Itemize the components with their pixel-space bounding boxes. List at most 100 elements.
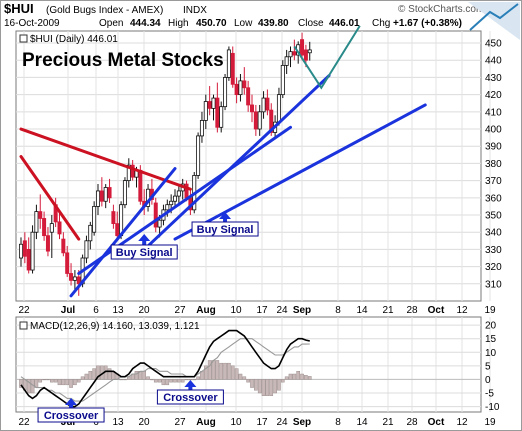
macd-histogram-bar	[211, 360, 216, 380]
price-y-tick: 420	[485, 90, 502, 101]
price-y-tick: 340	[485, 228, 502, 239]
x-tick-top: 13	[112, 305, 124, 316]
candle-body	[103, 187, 108, 202]
x-tick-top: 28	[406, 305, 418, 316]
price-grid	[16, 31, 491, 301]
high-value: 450.70	[196, 18, 227, 29]
candle-body	[45, 235, 50, 252]
candle-body	[215, 97, 220, 128]
macd-histogram-bar	[188, 379, 193, 381]
macd-histogram-bar	[107, 368, 112, 380]
price-y-axis: 310 320 330 340 350 360 370 380 390 400 410 420 430 4…	[485, 39, 502, 291]
stockcharts-logo	[468, 2, 520, 40]
trendline-projection	[293, 25, 361, 90]
x-tick-top: 24	[276, 305, 288, 316]
macd-histogram-bar	[246, 379, 250, 383]
candle-body	[238, 80, 243, 96]
price-y-tick: 410	[485, 107, 502, 118]
trendline-layer	[19, 25, 427, 298]
price-y-tick: 430	[485, 73, 502, 84]
macd-histogram-bar	[273, 379, 277, 394]
x-tick-bottom: 14	[356, 417, 368, 428]
candle-body	[169, 200, 174, 206]
macd-histogram-bar	[84, 373, 89, 380]
x-tick-bottom: 24	[276, 417, 288, 428]
x-tick-bottom: 13	[112, 417, 124, 428]
chart-title: Precious Metal Stocks	[22, 50, 224, 71]
x-tick-bottom: 28	[406, 417, 418, 428]
signal-label-box	[37, 407, 105, 423]
macd-histogram-bar	[215, 360, 220, 380]
macd-histogram-bar	[46, 379, 50, 381]
buy-signal-layer: Buy Signal Buy Signal	[110, 212, 259, 260]
macd-legend-swatch	[19, 321, 28, 330]
macd-line-signal	[20, 338, 310, 402]
chg-label: Chg	[372, 18, 390, 29]
macd-histogram-bar	[261, 379, 266, 396]
candle-body	[230, 52, 235, 85]
macd-histogram-bar	[165, 379, 170, 386]
macd-histogram-bar	[292, 373, 297, 380]
macd-histogram-bar	[161, 379, 166, 386]
macd-histogram-bar	[153, 379, 158, 383]
candle-body	[276, 94, 281, 123]
macd-histogram-bar	[242, 376, 247, 380]
candle-body	[226, 49, 231, 78]
candle-body	[111, 211, 116, 225]
candle-body	[99, 190, 104, 202]
macd-histogram-bar	[250, 379, 254, 388]
candle-body	[122, 180, 127, 206]
price-y-tick: 370	[485, 176, 502, 187]
price-y-tick: 390	[485, 142, 502, 153]
macd-histogram-bar	[88, 371, 93, 380]
trendline-resistance-1	[19, 155, 81, 241]
candle-body	[126, 164, 131, 182]
arrow-up-icon	[184, 380, 197, 391]
macd-histogram-bar	[146, 376, 150, 380]
signal-label: Buy Signal	[116, 247, 173, 259]
macd-histogram-bar	[304, 375, 308, 380]
price-legend-text: $HUI (Daily) 446.01	[30, 34, 118, 45]
macd-histogram	[19, 360, 312, 396]
candle-body	[300, 39, 305, 56]
macd-histogram-bar	[69, 379, 73, 388]
price-y-tick: 330	[485, 245, 502, 256]
x-tick-top: Sep	[293, 305, 311, 316]
macd-histogram-bar	[173, 379, 177, 383]
candle-body	[130, 164, 135, 178]
candle-body	[265, 97, 270, 111]
macd-histogram-bar	[80, 376, 85, 380]
signal-label-box	[110, 244, 178, 260]
candle-body	[49, 223, 54, 233]
macd-legend: MACD(12,26,9) 14.160, 13.039, 1.121	[19, 321, 200, 332]
macd-histogram-bar	[180, 379, 185, 383]
macd-histogram-bar	[150, 379, 154, 381]
candle-body	[223, 77, 228, 108]
candle-body	[69, 273, 74, 281]
macd-legend-text: MACD(12,26,9) 14.160, 13.039, 1.121	[30, 321, 200, 332]
macd-histogram-bar	[142, 371, 147, 380]
candle-body	[30, 231, 35, 271]
candle-body	[172, 195, 177, 202]
macd-histogram-bar	[307, 376, 312, 380]
macd-histogram-bar	[296, 371, 301, 380]
candle-body	[92, 206, 97, 233]
candle-body	[211, 97, 216, 109]
security-name: (Gold Bugs Index - AMEX)	[46, 5, 163, 16]
x-tick-top: 27	[174, 305, 186, 316]
low-value: 439.80	[258, 18, 289, 29]
candle-body	[280, 64, 285, 96]
price-y-tick: 380	[485, 159, 502, 170]
x-tick-bottom: Aug	[196, 417, 215, 428]
macd-histogram-bar	[203, 365, 208, 380]
arrow-up-icon	[219, 212, 232, 223]
macd-histogram-bar	[42, 379, 46, 381]
macd-histogram-bar	[26, 379, 31, 394]
macd-histogram-bar	[192, 379, 197, 381]
x-tick-top: 20	[138, 305, 150, 316]
candle-body	[269, 109, 274, 133]
trendline-support-1	[69, 167, 177, 298]
arrow-up-icon	[138, 234, 151, 245]
price-y-tick: 360	[485, 193, 502, 204]
macd-histogram-bar	[281, 379, 285, 383]
